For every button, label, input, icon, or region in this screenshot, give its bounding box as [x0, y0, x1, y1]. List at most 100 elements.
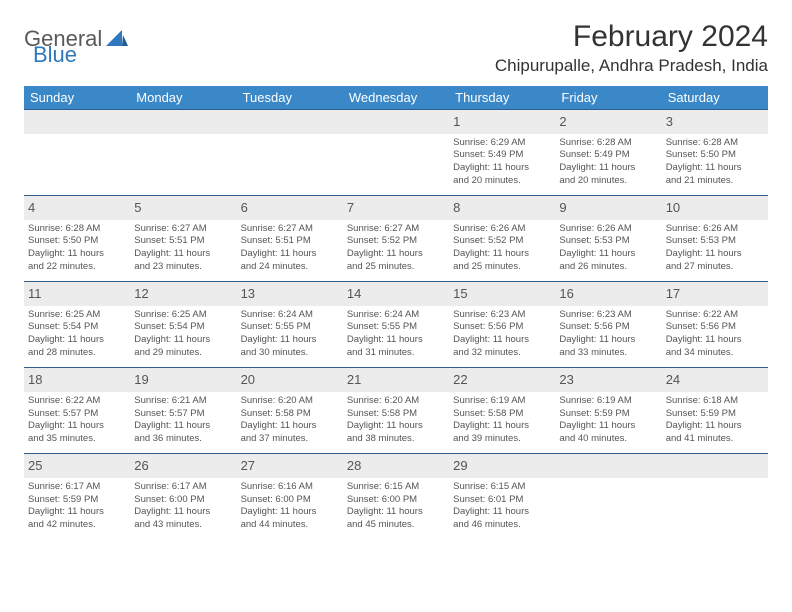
day-number-cell	[343, 110, 449, 134]
daylight-text: and 32 minutes.	[453, 347, 551, 360]
sunset-text: Sunset: 5:50 PM	[28, 235, 126, 248]
day-detail-cell: Sunrise: 6:17 AMSunset: 6:00 PMDaylight:…	[130, 478, 236, 540]
sunset-text: Sunset: 6:00 PM	[347, 494, 445, 507]
sunrise-text: Sunrise: 6:23 AM	[453, 309, 551, 322]
day-number: 1	[453, 113, 551, 131]
day-number: 8	[453, 199, 551, 217]
day-number: 19	[134, 371, 232, 389]
sunset-text: Sunset: 5:56 PM	[666, 321, 764, 334]
day-number: 24	[666, 371, 764, 389]
day-detail-cell: Sunrise: 6:24 AMSunset: 5:55 PMDaylight:…	[343, 306, 449, 368]
day-number: 5	[134, 199, 232, 217]
sunrise-text: Sunrise: 6:22 AM	[28, 395, 126, 408]
day-number: 22	[453, 371, 551, 389]
week-detail-row: Sunrise: 6:22 AMSunset: 5:57 PMDaylight:…	[24, 392, 768, 454]
day-detail-cell	[237, 134, 343, 196]
day-number-cell: 18	[24, 368, 130, 392]
day-detail-cell	[24, 134, 130, 196]
sunset-text: Sunset: 6:00 PM	[241, 494, 339, 507]
day-detail-cell: Sunrise: 6:28 AMSunset: 5:49 PMDaylight:…	[555, 134, 661, 196]
daylight-text: Daylight: 11 hours	[134, 506, 232, 519]
sunset-text: Sunset: 5:57 PM	[28, 408, 126, 421]
day-detail-cell: Sunrise: 6:15 AMSunset: 6:01 PMDaylight:…	[449, 478, 555, 540]
day-number-cell: 15	[449, 282, 555, 306]
day-detail-cell: Sunrise: 6:22 AMSunset: 5:57 PMDaylight:…	[24, 392, 130, 454]
day-detail-cell: Sunrise: 6:27 AMSunset: 5:51 PMDaylight:…	[130, 220, 236, 282]
sunrise-text: Sunrise: 6:15 AM	[347, 481, 445, 494]
daylight-text: and 28 minutes.	[28, 347, 126, 360]
day-header-row: SundayMondayTuesdayWednesdayThursdayFrid…	[24, 86, 768, 110]
daylight-text: and 31 minutes.	[347, 347, 445, 360]
daylight-text: and 45 minutes.	[347, 519, 445, 532]
day-number: 29	[453, 457, 551, 475]
week-number-row: 18192021222324	[24, 368, 768, 392]
sunset-text: Sunset: 5:57 PM	[134, 408, 232, 421]
day-number-cell: 17	[662, 282, 768, 306]
sunrise-text: Sunrise: 6:17 AM	[134, 481, 232, 494]
day-number: 20	[241, 371, 339, 389]
sunset-text: Sunset: 5:52 PM	[347, 235, 445, 248]
month-title: February 2024	[495, 20, 768, 54]
week-detail-row: Sunrise: 6:28 AMSunset: 5:50 PMDaylight:…	[24, 220, 768, 282]
sunset-text: Sunset: 5:49 PM	[559, 149, 657, 162]
day-detail-cell	[555, 478, 661, 540]
day-number: 9	[559, 199, 657, 217]
day-detail-cell: Sunrise: 6:25 AMSunset: 5:54 PMDaylight:…	[130, 306, 236, 368]
day-number: 14	[347, 285, 445, 303]
day-detail-cell: Sunrise: 6:15 AMSunset: 6:00 PMDaylight:…	[343, 478, 449, 540]
daylight-text: Daylight: 11 hours	[241, 420, 339, 433]
sunrise-text: Sunrise: 6:19 AM	[453, 395, 551, 408]
day-header: Friday	[555, 86, 661, 110]
day-number: 11	[28, 285, 126, 303]
day-detail-cell: Sunrise: 6:24 AMSunset: 5:55 PMDaylight:…	[237, 306, 343, 368]
day-number: 12	[134, 285, 232, 303]
day-header: Tuesday	[237, 86, 343, 110]
day-detail-cell: Sunrise: 6:23 AMSunset: 5:56 PMDaylight:…	[449, 306, 555, 368]
sunrise-text: Sunrise: 6:24 AM	[347, 309, 445, 322]
day-number-cell: 13	[237, 282, 343, 306]
daylight-text: and 42 minutes.	[28, 519, 126, 532]
day-header: Sunday	[24, 86, 130, 110]
page-header: General February 2024 Chipurupalle, Andh…	[24, 20, 768, 76]
daylight-text: Daylight: 11 hours	[241, 506, 339, 519]
day-number: 27	[241, 457, 339, 475]
day-detail-cell: Sunrise: 6:20 AMSunset: 5:58 PMDaylight:…	[237, 392, 343, 454]
daylight-text: Daylight: 11 hours	[347, 334, 445, 347]
daylight-text: and 27 minutes.	[666, 261, 764, 274]
calendar-table: SundayMondayTuesdayWednesdayThursdayFrid…	[24, 86, 768, 540]
sunrise-text: Sunrise: 6:28 AM	[28, 223, 126, 236]
daylight-text: Daylight: 11 hours	[666, 248, 764, 261]
logo-text-blue: Blue	[33, 42, 77, 67]
day-detail-cell	[662, 478, 768, 540]
day-number-cell: 20	[237, 368, 343, 392]
sunset-text: Sunset: 5:53 PM	[666, 235, 764, 248]
title-block: February 2024 Chipurupalle, Andhra Prade…	[495, 20, 768, 76]
sunset-text: Sunset: 6:01 PM	[453, 494, 551, 507]
daylight-text: and 29 minutes.	[134, 347, 232, 360]
day-number-cell	[555, 454, 661, 478]
daylight-text: and 23 minutes.	[134, 261, 232, 274]
day-number-cell: 12	[130, 282, 236, 306]
logo-row2: Blue	[33, 42, 77, 68]
sunrise-text: Sunrise: 6:25 AM	[134, 309, 232, 322]
day-header: Monday	[130, 86, 236, 110]
day-number-cell: 11	[24, 282, 130, 306]
week-number-row: 11121314151617	[24, 282, 768, 306]
day-number-cell: 29	[449, 454, 555, 478]
day-number-cell: 2	[555, 110, 661, 134]
day-number-cell: 23	[555, 368, 661, 392]
day-detail-cell: Sunrise: 6:21 AMSunset: 5:57 PMDaylight:…	[130, 392, 236, 454]
sunset-text: Sunset: 5:52 PM	[453, 235, 551, 248]
daylight-text: Daylight: 11 hours	[134, 334, 232, 347]
day-number-cell: 27	[237, 454, 343, 478]
day-number: 26	[134, 457, 232, 475]
day-number: 18	[28, 371, 126, 389]
day-number: 23	[559, 371, 657, 389]
daylight-text: Daylight: 11 hours	[559, 162, 657, 175]
daylight-text: Daylight: 11 hours	[28, 248, 126, 261]
day-detail-cell: Sunrise: 6:16 AMSunset: 6:00 PMDaylight:…	[237, 478, 343, 540]
daylight-text: and 41 minutes.	[666, 433, 764, 446]
day-detail-cell: Sunrise: 6:29 AMSunset: 5:49 PMDaylight:…	[449, 134, 555, 196]
daylight-text: and 35 minutes.	[28, 433, 126, 446]
sunset-text: Sunset: 5:55 PM	[347, 321, 445, 334]
